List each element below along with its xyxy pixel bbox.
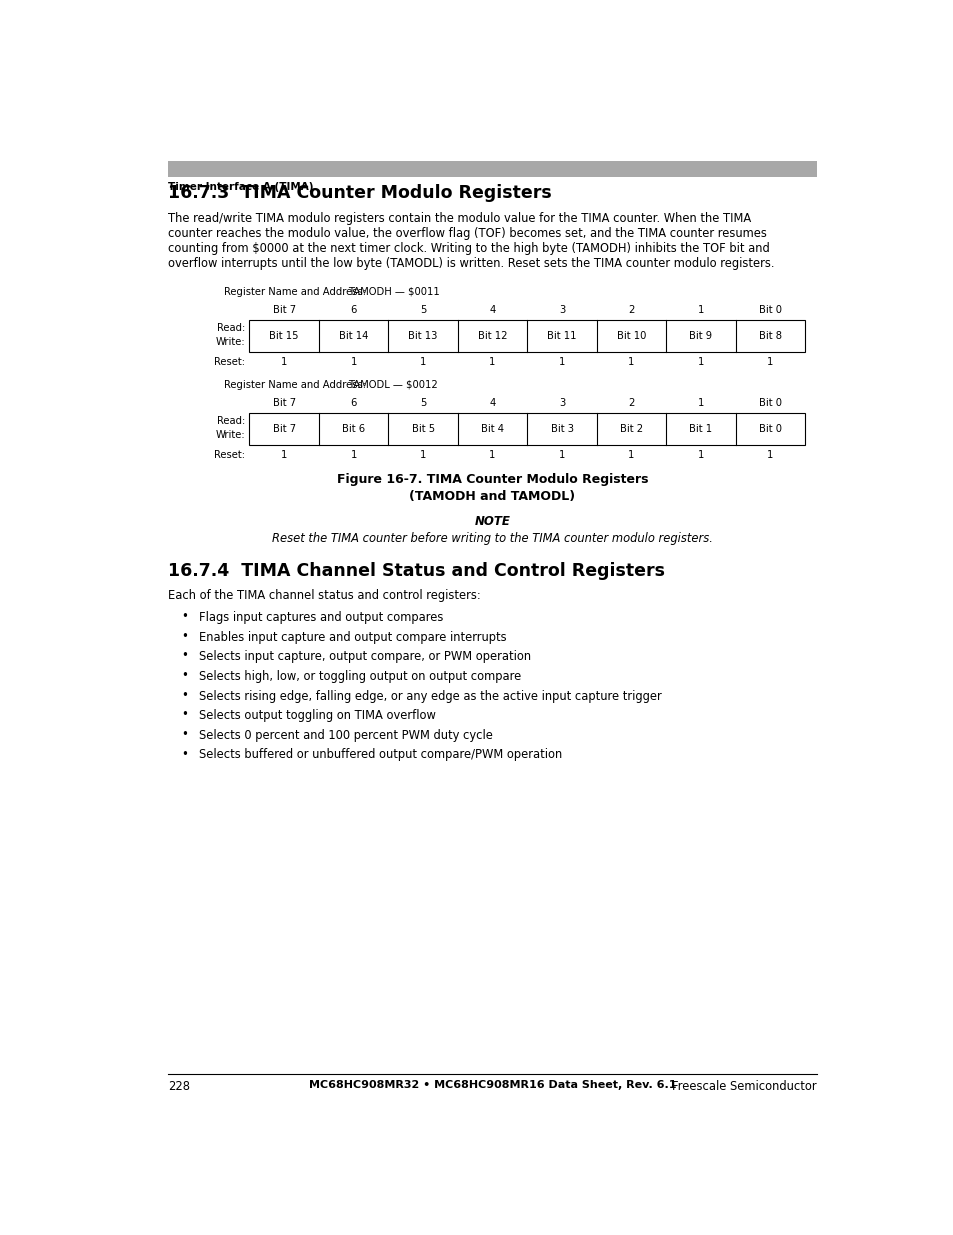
Text: Freescale Semiconductor: Freescale Semiconductor	[672, 1079, 816, 1093]
Text: Selects rising edge, falling edge, or any edge as the active input capture trigg: Selects rising edge, falling edge, or an…	[199, 689, 661, 703]
Text: Bit 8: Bit 8	[758, 331, 781, 341]
Bar	[249, 320, 804, 352]
Text: 16.7.3  TIMA Counter Modulo Registers: 16.7.3 TIMA Counter Modulo Registers	[168, 184, 551, 203]
Text: •: •	[181, 727, 189, 741]
Text: •: •	[181, 709, 189, 721]
Text: TAMODH — $0011: TAMODH — $0011	[348, 287, 439, 296]
Text: •: •	[181, 669, 189, 682]
Text: Register Name and Address:: Register Name and Address:	[224, 287, 366, 296]
Text: 1: 1	[628, 450, 634, 461]
Text: 1: 1	[558, 357, 564, 367]
Text: Register Name and Address:: Register Name and Address:	[224, 380, 366, 390]
Text: Bit 5: Bit 5	[411, 425, 435, 435]
Text: Reset:: Reset:	[213, 450, 245, 461]
Text: Bit 7: Bit 7	[273, 425, 295, 435]
Text: 1: 1	[489, 450, 496, 461]
Text: 1: 1	[489, 357, 496, 367]
Text: •: •	[181, 747, 189, 761]
Text: MC68HC908MR32 • MC68HC908MR16 Data Sheet, Rev. 6.1: MC68HC908MR32 • MC68HC908MR16 Data Sheet…	[309, 1079, 676, 1091]
Text: Bit 15: Bit 15	[269, 331, 298, 341]
Text: 228: 228	[168, 1079, 190, 1093]
Text: 16.7.4  TIMA Channel Status and Control Registers: 16.7.4 TIMA Channel Status and Control R…	[168, 562, 664, 579]
Text: Write:: Write:	[215, 337, 245, 347]
Text: 1: 1	[697, 357, 703, 367]
Text: Timer Interface A (TIMA): Timer Interface A (TIMA)	[168, 182, 314, 193]
Text: Selects 0 percent and 100 percent PWM duty cycle: Selects 0 percent and 100 percent PWM du…	[199, 729, 493, 742]
Text: 1: 1	[281, 450, 287, 461]
Text: 1: 1	[558, 450, 564, 461]
Text: 5: 5	[419, 305, 426, 315]
Text: 1: 1	[697, 305, 703, 315]
Text: 4: 4	[489, 398, 496, 408]
Text: Flags input captures and output compares: Flags input captures and output compares	[199, 611, 443, 624]
Text: Read:: Read:	[216, 416, 245, 426]
Text: Selects input capture, output compare, or PWM operation: Selects input capture, output compare, o…	[199, 651, 531, 663]
Text: 4: 4	[489, 305, 496, 315]
Text: Enables input capture and output compare interrupts: Enables input capture and output compare…	[199, 631, 506, 643]
Text: •: •	[181, 610, 189, 624]
Text: 3: 3	[558, 398, 564, 408]
Text: 1: 1	[350, 357, 356, 367]
Text: NOTE: NOTE	[474, 515, 510, 529]
Text: •: •	[181, 630, 189, 643]
Text: counting from $0000 at the next timer clock. Writing to the high byte (TAMODH) i: counting from $0000 at the next timer cl…	[168, 242, 769, 256]
Text: 2: 2	[628, 398, 634, 408]
Text: Each of the TIMA channel status and control registers:: Each of the TIMA channel status and cont…	[168, 589, 480, 603]
Text: Bit 0: Bit 0	[758, 398, 781, 408]
Text: 2: 2	[628, 305, 634, 315]
Text: 1: 1	[628, 357, 634, 367]
Text: Bit 12: Bit 12	[477, 331, 507, 341]
Text: 1: 1	[419, 357, 426, 367]
Text: 1: 1	[766, 357, 773, 367]
Text: 3: 3	[558, 305, 564, 315]
Text: TAMODL — $0012: TAMODL — $0012	[348, 380, 437, 390]
Text: (TAMODH and TAMODL): (TAMODH and TAMODL)	[409, 490, 575, 503]
Text: Bit 13: Bit 13	[408, 331, 437, 341]
Text: 1: 1	[766, 450, 773, 461]
Bar	[249, 412, 804, 446]
Text: 1: 1	[697, 398, 703, 408]
Text: Reset:: Reset:	[213, 357, 245, 367]
Text: 1: 1	[697, 450, 703, 461]
Text: 1: 1	[281, 357, 287, 367]
Text: Figure 16-7. TIMA Counter Modulo Registers: Figure 16-7. TIMA Counter Modulo Registe…	[336, 473, 647, 487]
Text: 1: 1	[350, 450, 356, 461]
Text: Write:: Write:	[215, 430, 245, 440]
Text: Bit 7: Bit 7	[273, 398, 295, 408]
Text: Bit 6: Bit 6	[342, 425, 365, 435]
Text: 6: 6	[350, 398, 356, 408]
Text: The read/write TIMA modulo registers contain the modulo value for the TIMA count: The read/write TIMA modulo registers con…	[168, 212, 751, 225]
Text: 5: 5	[419, 398, 426, 408]
Text: 1: 1	[419, 450, 426, 461]
Text: 6: 6	[350, 305, 356, 315]
Text: Bit 0: Bit 0	[758, 425, 781, 435]
Text: Bit 14: Bit 14	[338, 331, 368, 341]
Text: Bit 4: Bit 4	[480, 425, 503, 435]
Text: •: •	[181, 689, 189, 701]
Text: Bit 10: Bit 10	[617, 331, 645, 341]
Text: Selects buffered or unbuffered output compare/PWM operation: Selects buffered or unbuffered output co…	[199, 748, 561, 762]
Text: •: •	[181, 650, 189, 662]
Text: Bit 2: Bit 2	[619, 425, 642, 435]
Bar	[168, 162, 816, 177]
Text: Selects output toggling on TIMA overflow: Selects output toggling on TIMA overflow	[199, 709, 436, 722]
Text: Bit 7: Bit 7	[273, 305, 295, 315]
Text: Reset the TIMA counter before writing to the TIMA counter modulo registers.: Reset the TIMA counter before writing to…	[272, 532, 712, 546]
Text: Selects high, low, or toggling output on output compare: Selects high, low, or toggling output on…	[199, 669, 520, 683]
Text: counter reaches the modulo value, the overflow flag (TOF) becomes set, and the T: counter reaches the modulo value, the ov…	[168, 227, 766, 240]
Text: Read:: Read:	[216, 324, 245, 333]
Text: overflow interrupts until the low byte (TAMODL) is written. Reset sets the TIMA : overflow interrupts until the low byte (…	[168, 257, 774, 270]
Text: Bit 3: Bit 3	[550, 425, 573, 435]
Text: Bit 0: Bit 0	[758, 305, 781, 315]
Text: Bit 11: Bit 11	[547, 331, 577, 341]
Text: Bit 1: Bit 1	[689, 425, 712, 435]
Text: Bit 9: Bit 9	[689, 331, 712, 341]
